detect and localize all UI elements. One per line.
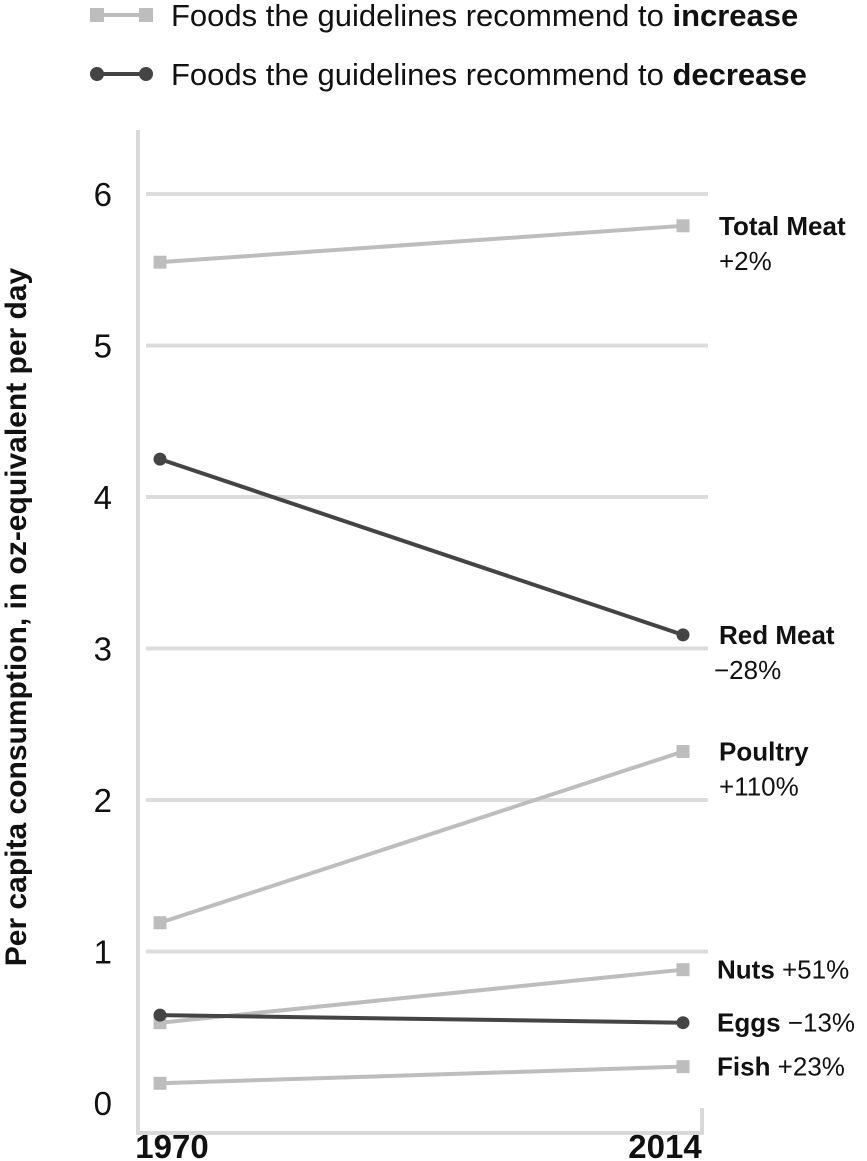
series-label-red-meat: Red Meat −28% [714, 620, 835, 685]
legend-entry-increase: Foods the guidelines recommend to increa… [90, 0, 798, 33]
point-fish-2014 [676, 1060, 690, 1074]
y-tick-label: 3 [94, 631, 112, 668]
y-tick-label: 4 [94, 479, 112, 516]
series-fish [153, 1060, 690, 1090]
gridlines [146, 192, 708, 954]
point-red-meat-2014 [676, 628, 690, 642]
legend-marker-circle [139, 67, 153, 81]
point-total-meat-2014 [676, 219, 690, 233]
x-tick-label: 1970 [135, 1128, 208, 1161]
series-label-name: Poultry [719, 737, 809, 767]
legend: Foods the guidelines recommend to increa… [90, 0, 807, 92]
y-tick-label: 2 [94, 782, 112, 819]
series-label-change: +51% [782, 955, 849, 985]
legend-marker-square [139, 8, 153, 22]
series-label-total-meat: Total Meat +2% [719, 211, 846, 276]
point-poultry-2014 [676, 745, 690, 759]
y-tick-label: 0 [94, 1085, 112, 1122]
series-label-name: Fish [717, 1052, 778, 1082]
series-label-text: Nuts +51% [717, 955, 849, 985]
legend-entry-decrease: Foods the guidelines recommend to decrea… [90, 57, 807, 92]
series-poultry [153, 745, 690, 930]
series-eggs [153, 1008, 690, 1030]
series-label-change: −28% [714, 655, 781, 685]
series-label-poultry: Poultry +110% [719, 737, 809, 802]
y-tick-label: 5 [94, 328, 112, 365]
point-total-meat-1970 [153, 255, 167, 269]
point-poultry-1970 [153, 916, 167, 930]
series-labels: Total Meat +2% Red Meat −28% Poultry +110% Nut… [714, 211, 855, 1082]
series-line-fish [159, 1064, 684, 1086]
y-axis-title: Per capita consumption, in oz-equivalent… [0, 267, 33, 966]
point-eggs-1970 [153, 1008, 167, 1022]
series-red-meat [153, 452, 690, 642]
series-line-nuts [159, 967, 684, 1025]
legend-label: Foods the guidelines recommend to decrea… [171, 57, 807, 92]
legend-marker-square [90, 8, 104, 22]
point-nuts-2014 [676, 963, 690, 977]
series-label-change: −13% [788, 1008, 855, 1038]
series-line-total-meat [159, 223, 684, 265]
series-label-name: Nuts [717, 955, 782, 985]
series-label-text: Eggs −13% [717, 1008, 855, 1038]
y-tick-label: 1 [94, 934, 112, 971]
x-tick-label: 2014 [628, 1128, 702, 1161]
series-label-change: +23% [778, 1052, 845, 1082]
series-label-eggs: Eggs −13% [717, 1008, 855, 1038]
legend-marker-circle [90, 67, 104, 81]
point-fish-1970 [153, 1076, 167, 1090]
series-label-change: +2% [719, 246, 772, 276]
series-label-change: +110% [719, 772, 799, 802]
point-red-meat-1970 [153, 452, 167, 466]
y-tick-label: 6 [94, 176, 112, 213]
series-line-eggs [159, 1013, 684, 1025]
point-eggs-2014 [676, 1016, 690, 1030]
axes: 0 1 2 3 4 5 6 1970 2014 Per capita consumption, i… [0, 130, 704, 1161]
series-label-name: Red Meat [719, 620, 835, 650]
series-label-name: Eggs [717, 1008, 788, 1038]
series-label-nuts: Nuts +51% [717, 955, 849, 985]
series-total-meat [153, 219, 690, 269]
series-label-fish: Fish +23% [717, 1052, 845, 1082]
series-label-name: Total Meat [719, 211, 846, 241]
series-line-poultry [159, 749, 684, 925]
series-label-text: Fish +23% [717, 1052, 845, 1082]
legend-label: Foods the guidelines recommend to increa… [171, 0, 798, 33]
series-lines [153, 219, 690, 1090]
series-line-red-meat [159, 457, 684, 637]
